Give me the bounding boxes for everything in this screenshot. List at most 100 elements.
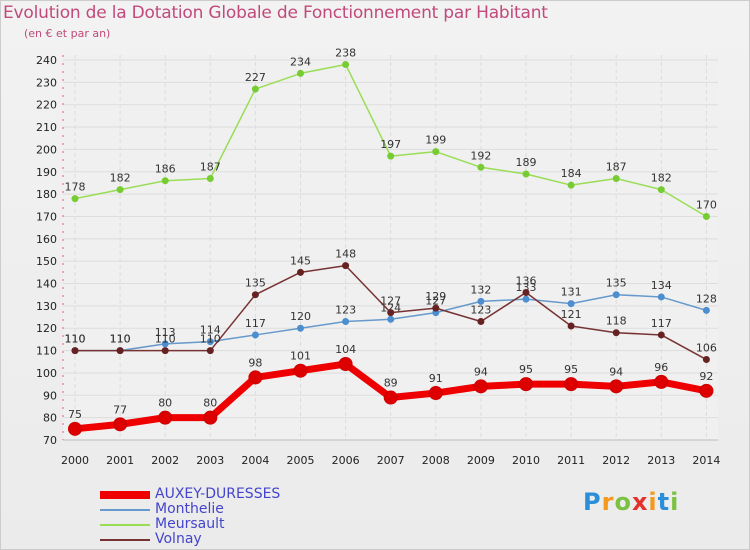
point-meursault [567, 181, 575, 189]
proxiti-logo: Proxiti [583, 488, 679, 516]
y-tick-label: 220 [36, 99, 57, 112]
data-label-auxey-duresses: 77 [113, 403, 127, 416]
x-tick-label: 2003 [196, 454, 224, 467]
chart-title: Evolution de la Dotation Globale de Fonc… [3, 3, 548, 23]
data-label-volnay: 117 [651, 317, 672, 330]
y-tick-label: 180 [36, 188, 57, 201]
data-label-auxey-duresses: 96 [654, 361, 668, 374]
point-auxey-duresses [564, 377, 579, 392]
x-tick-label: 2006 [332, 454, 360, 467]
x-tick-label: 2005 [287, 454, 315, 467]
data-label-meursault: 178 [65, 181, 86, 194]
x-tick-label: 2008 [422, 454, 450, 467]
data-label-volnay: 135 [245, 277, 266, 290]
point-auxey-duresses [699, 383, 714, 398]
point-volnay [432, 304, 440, 312]
x-tick-label: 2007 [377, 454, 405, 467]
data-label-auxey-duresses: 91 [429, 372, 443, 385]
x-tick-label: 2004 [241, 454, 269, 467]
data-label-volnay: 136 [516, 274, 537, 287]
data-label-meursault: 189 [516, 156, 537, 169]
point-auxey-duresses [609, 379, 624, 394]
x-tick-label: 2011 [557, 454, 585, 467]
y-tick-label: 120 [36, 322, 57, 335]
data-label-meursault: 187 [200, 160, 221, 173]
data-label-meursault: 170 [696, 198, 717, 211]
legend-swatch-volnay [100, 539, 150, 541]
point-meursault [657, 186, 665, 194]
legend-label-meursault: Meursault [155, 516, 225, 532]
y-tick-label: 240 [36, 54, 57, 67]
point-auxey-duresses [293, 363, 308, 378]
y-tick-label: 70 [43, 434, 57, 447]
point-meursault [116, 186, 124, 194]
logo-letter: x [631, 488, 649, 516]
point-volnay [477, 318, 485, 326]
point-volnay [161, 347, 169, 355]
data-label-volnay: 110 [65, 333, 86, 346]
point-volnay [251, 291, 259, 299]
point-meursault [251, 85, 259, 93]
point-meursault [522, 170, 530, 178]
point-volnay [342, 262, 350, 270]
data-label-volnay: 110 [200, 333, 221, 346]
data-label-meursault: 182 [651, 172, 672, 185]
data-label-monthelie: 132 [470, 283, 491, 296]
point-monthelie [387, 315, 395, 323]
point-meursault [161, 177, 169, 185]
data-label-auxey-duresses: 101 [290, 350, 311, 363]
x-tick-label: 2009 [467, 454, 495, 467]
y-tick-label: 80 [43, 412, 57, 425]
point-volnay [297, 268, 304, 276]
point-monthelie [477, 297, 485, 305]
data-label-volnay: 110 [155, 333, 176, 346]
point-meursault [342, 60, 350, 68]
point-meursault [387, 152, 395, 160]
x-tick-label: 2000 [61, 454, 89, 467]
point-volnay [71, 347, 79, 355]
point-volnay [612, 329, 620, 337]
data-label-monthelie: 133 [516, 281, 537, 294]
legend-label-monthelie: Monthelie [155, 501, 224, 517]
data-label-meursault: 187 [606, 160, 627, 173]
data-label-meursault: 238 [335, 46, 356, 59]
data-label-volnay: 145 [290, 254, 311, 267]
data-label-volnay: 121 [561, 308, 582, 321]
y-tick-label: 140 [36, 278, 57, 291]
point-auxey-duresses [473, 379, 488, 394]
data-label-meursault: 197 [380, 138, 401, 151]
y-tick-label: 110 [36, 345, 57, 358]
point-volnay [116, 347, 124, 355]
point-monthelie [657, 293, 665, 301]
data-label-monthelie: 134 [651, 279, 672, 292]
point-auxey-duresses [113, 417, 128, 432]
data-label-monthelie: 110 [110, 333, 131, 346]
legend-swatch-auxey-duresses [100, 491, 150, 499]
point-monthelie [251, 331, 259, 339]
data-label-meursault: 227 [245, 71, 266, 84]
logo-letter: t [657, 488, 671, 516]
point-auxey-duresses [248, 370, 263, 385]
y-tick-label: 130 [36, 300, 57, 313]
point-auxey-duresses [68, 421, 82, 436]
data-label-volnay: 118 [606, 315, 627, 328]
y-tick-label: 160 [36, 233, 57, 246]
point-meursault [71, 195, 79, 203]
point-monthelie [342, 318, 350, 326]
point-volnay [567, 322, 575, 330]
x-tick-label: 2012 [602, 454, 630, 467]
data-label-monthelie: 128 [696, 292, 717, 305]
point-monthelie [522, 295, 530, 303]
data-label-monthelie: 123 [335, 304, 356, 317]
y-tick-label: 90 [43, 389, 57, 402]
point-volnay [387, 309, 395, 317]
y-tick-label: 200 [36, 143, 57, 156]
point-monthelie [161, 340, 169, 348]
point-auxey-duresses [203, 410, 218, 425]
y-tick-label: 210 [36, 121, 57, 134]
data-label-volnay: 123 [470, 304, 491, 317]
data-label-meursault: 186 [155, 163, 176, 176]
point-meursault [477, 163, 485, 171]
x-tick-label: 2010 [512, 454, 540, 467]
